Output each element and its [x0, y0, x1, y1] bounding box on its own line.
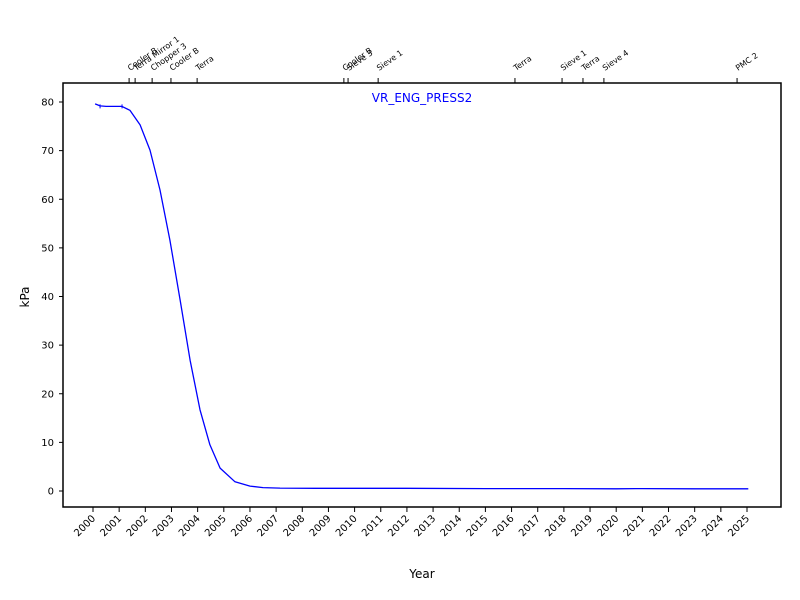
event-label: Sieve 1 — [375, 48, 404, 72]
x-tick-label: 2015 — [465, 513, 491, 539]
y-tick-label: 40 — [41, 292, 54, 303]
x-tick-label: 2012 — [386, 513, 412, 539]
x-tick-label: 2005 — [203, 513, 229, 539]
y-tick-label: 0 — [48, 487, 54, 498]
x-tick-label: 2004 — [177, 513, 203, 539]
x-tick-label: 2003 — [151, 513, 177, 539]
x-tick-label: 2010 — [334, 513, 360, 539]
x-tick-label: 2000 — [72, 513, 98, 539]
x-tick-label: 2022 — [648, 513, 674, 539]
event-label: Sieve 4 — [601, 48, 630, 72]
x-tick-label: 2002 — [125, 513, 151, 539]
series-layer — [94, 103, 749, 490]
x-tick-label: 2020 — [596, 513, 622, 539]
y-tick-label: 70 — [41, 146, 54, 157]
x-tick-label: 2024 — [700, 513, 726, 539]
x-tick-label: 2001 — [99, 513, 125, 539]
event-label: Terra — [511, 54, 533, 73]
x-tick-label: 2018 — [543, 513, 569, 539]
plot-border — [62, 82, 782, 508]
y-tick-label: 10 — [41, 438, 54, 449]
y-tick-label: 60 — [41, 195, 54, 206]
x-tick-label: 2007 — [255, 513, 281, 539]
x-tick-label: 2008 — [282, 513, 308, 539]
x-tick-label: 2016 — [491, 513, 517, 539]
event-label: PMC 2 — [734, 51, 760, 73]
x-axis-title: Year — [408, 567, 434, 581]
x-axis: 2000 2001 2002 2003 2004 2005 2006 2007 2008 2009… — [72, 507, 752, 539]
x-tick-label: 2017 — [517, 513, 543, 539]
series-title: VR_ENG_PRESS2 — [372, 91, 472, 105]
y-tick-label: 30 — [41, 341, 54, 352]
y-tick-label: 20 — [41, 389, 54, 400]
x-tick-label: 2013 — [412, 513, 438, 539]
y-axis: 0 10 20 30 40 50 60 70 80 — [41, 98, 63, 498]
series-line-0 — [94, 103, 749, 490]
x-tick-label: 2021 — [622, 513, 648, 539]
y-tick-label: 80 — [41, 98, 54, 109]
x-tick-label: 2025 — [726, 513, 752, 539]
y-tick-label: 50 — [41, 243, 54, 254]
x-tick-label: 2019 — [569, 513, 595, 539]
x-tick-label: 2014 — [439, 513, 465, 539]
y-axis-title: kPa — [18, 287, 32, 308]
plot-frame — [62, 82, 782, 508]
event-label: Terra — [193, 54, 215, 73]
x-tick-label: 2009 — [308, 513, 334, 539]
x-tick-label: 2011 — [360, 513, 386, 539]
x-tick-label: 2006 — [229, 513, 255, 539]
x-tick-label: 2023 — [674, 513, 700, 539]
